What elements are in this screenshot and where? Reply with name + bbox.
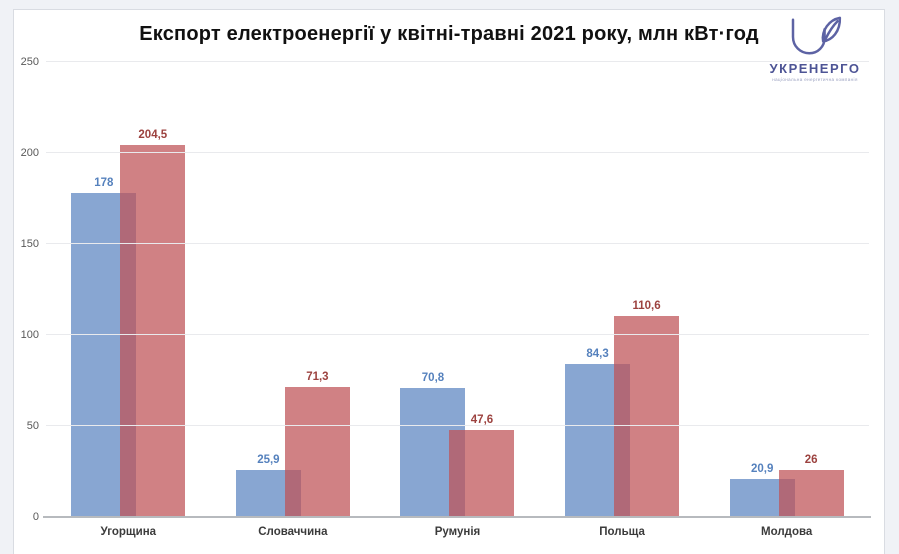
- chart-title: Експорт електроенергії у квітні-травні 2…: [139, 23, 759, 45]
- bar-value-label: 178: [94, 177, 114, 190]
- y-tick-label: 0: [32, 511, 39, 523]
- bar-groups: 178 204,5 25,9 71,3 70,8 47,6 84,3 110,6 20,9 26: [46, 62, 869, 517]
- bar-pair: 25,9 71,3: [235, 62, 350, 517]
- bar-red: [449, 430, 515, 517]
- bar-value-label: 70,8: [421, 372, 445, 385]
- logo-leaf-icon: [821, 16, 842, 43]
- bar-value-label: 110,6: [632, 299, 661, 312]
- bar-red: [120, 144, 186, 517]
- x-axis-labels: Угорщина Словаччина Румунія Польща Молдова: [46, 526, 869, 538]
- gridline: [46, 61, 869, 62]
- ukrenergo-logo-icon: [791, 16, 842, 55]
- category-label: Румунія: [434, 526, 481, 538]
- y-axis: 0 50 100 150 200 250: [14, 56, 41, 523]
- bar-value-label: 204,5: [138, 128, 168, 141]
- logo-u-stroke: [791, 18, 826, 55]
- bar-value-label: 20,9: [750, 462, 774, 475]
- plot-area: 178 204,5 25,9 71,3 70,8 47,6 84,3 110,6 20,9 26: [43, 61, 871, 518]
- x-axis-line: [43, 516, 871, 518]
- bar-red: [284, 387, 350, 517]
- category-label: Угорщина: [100, 526, 157, 538]
- chart-panel: Експорт електроенергії у квітні-травні 2…: [13, 9, 885, 554]
- bar-red: [778, 469, 844, 517]
- category-label: Польща: [599, 526, 645, 538]
- bar-pair: 84,3 110,6: [565, 62, 680, 517]
- bar-value-label: 84,3: [586, 347, 609, 360]
- bar-pair: 20,9 26: [729, 62, 844, 517]
- bar-value-label: 71,3: [306, 371, 329, 384]
- y-tick-label: 150: [20, 238, 39, 250]
- logo-leaf-vein: [824, 19, 839, 41]
- bar-group: 178 204,5: [46, 62, 211, 517]
- bar-group: 25,9 71,3: [211, 62, 376, 517]
- gridline: [46, 243, 869, 244]
- bar-value-label: 25,9: [257, 453, 280, 466]
- y-tick-label: 100: [20, 329, 39, 341]
- gridline: [46, 334, 869, 335]
- bar-value-label: 47,6: [470, 414, 494, 427]
- bar-pair: 178 204,5: [71, 62, 186, 517]
- gridline: [46, 425, 869, 426]
- bar-group: 84,3 110,6: [540, 62, 705, 517]
- bar-value-label: 26: [804, 453, 818, 466]
- category-label: Словаччина: [258, 526, 328, 538]
- bar-group: 20,9 26: [704, 62, 869, 517]
- bar-pair: 70,8 47,6: [400, 62, 515, 517]
- bar-red: [614, 315, 680, 517]
- brand-name: УКРЕНЕРГО: [769, 61, 861, 76]
- y-tick-label: 200: [20, 147, 39, 159]
- brand-tagline: національна енергетична компанія: [772, 77, 858, 82]
- gridline: [46, 152, 869, 153]
- y-tick-label: 50: [26, 420, 39, 432]
- bar-group: 70,8 47,6: [375, 62, 540, 517]
- ukrenergo-logo: УКРЕНЕРГО національна енергетична компан…: [756, 15, 874, 82]
- category-label: Молдова: [761, 526, 813, 538]
- y-tick-label: 250: [20, 56, 39, 68]
